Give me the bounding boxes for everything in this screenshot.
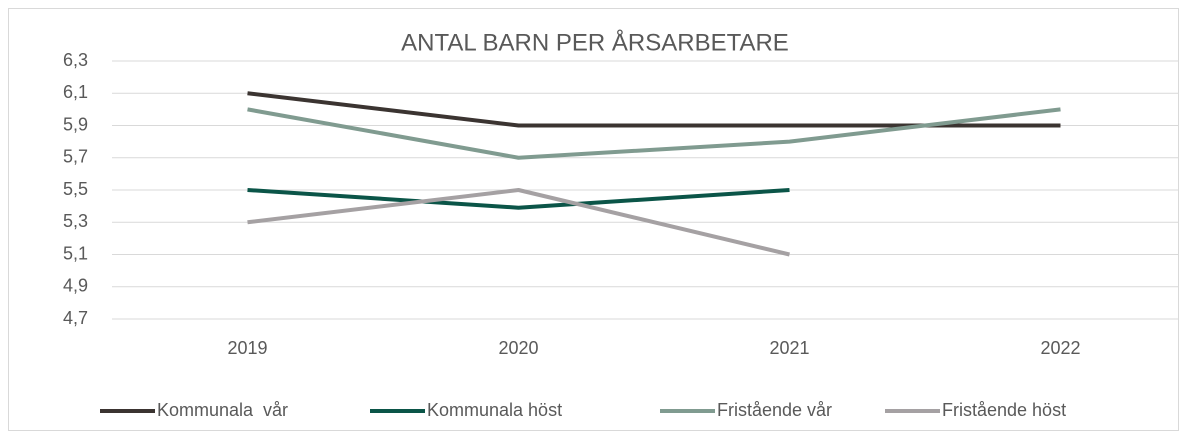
y-tick-label: 5,5 (63, 179, 88, 199)
x-tick-label: 2021 (769, 338, 809, 358)
legend-label: Kommunala vår (157, 400, 288, 420)
y-tick-label: 5,1 (63, 243, 88, 263)
y-tick-label: 4,9 (63, 276, 88, 296)
chart-title: ANTAL BARN PER ÅRSARBETARE (401, 28, 789, 56)
x-tick-label: 2019 (227, 338, 267, 358)
y-tick-label: 5,9 (63, 114, 88, 134)
y-tick-label: 5,7 (63, 147, 88, 167)
legend-label: Fristående höst (942, 400, 1066, 420)
legend-label: Fristående vår (717, 400, 832, 420)
series-line (247, 188, 790, 257)
legend-label: Kommunala höst (427, 400, 562, 420)
y-tick-label: 5,3 (63, 211, 88, 231)
y-tick-label: 6,1 (63, 82, 88, 102)
chart-border (8, 8, 1179, 431)
x-tick-label: 2020 (498, 338, 538, 358)
series-line (247, 188, 790, 210)
x-tick-label: 2022 (1040, 338, 1080, 358)
y-tick-label: 6,3 (63, 50, 88, 70)
series-line (247, 107, 1061, 160)
y-tick-label: 4,7 (63, 308, 88, 328)
